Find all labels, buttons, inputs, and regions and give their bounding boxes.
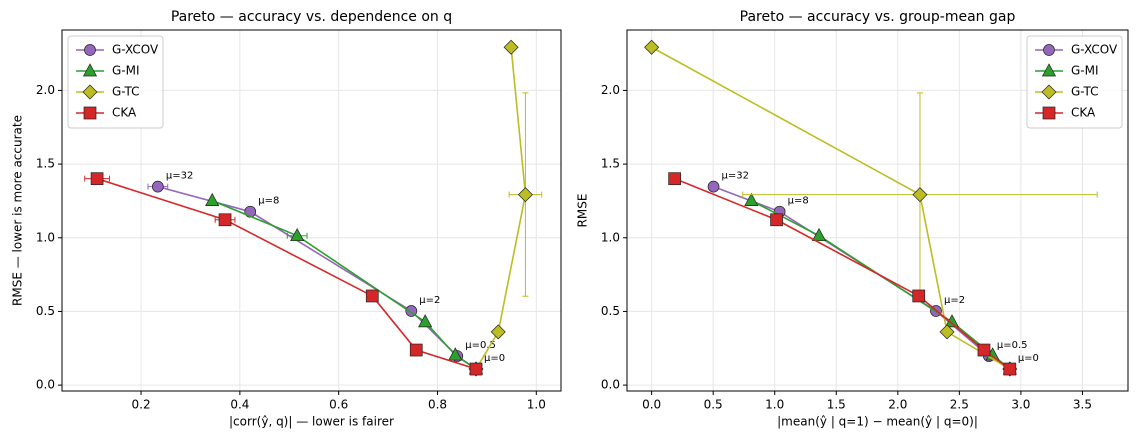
legend-label: G-MI <box>1071 64 1099 78</box>
marker <box>503 39 519 55</box>
series-line <box>96 177 477 370</box>
y-tick-label: 0.0 <box>36 378 55 392</box>
marker <box>912 187 928 203</box>
marker <box>668 172 681 186</box>
point-label: μ=0.5 <box>997 340 1028 351</box>
marker <box>517 187 533 203</box>
chart-title: Pareto — accuracy vs. dependence on q <box>171 9 452 25</box>
y-axis-label: RMSE <box>576 194 590 228</box>
x-axis-label: |mean(ŷ | q=1) − mean(ŷ | q=0)| <box>777 415 978 429</box>
marker <box>418 314 433 328</box>
marker <box>151 180 164 193</box>
series-line <box>475 47 527 370</box>
point-label: μ=8 <box>258 196 279 207</box>
y-axis-label: RMSE — lower is more accurate <box>11 115 25 306</box>
point-label: μ=0 <box>484 353 505 364</box>
series-line <box>651 46 1011 370</box>
x-tick-label: 0.4 <box>230 398 249 412</box>
y-tick-label: 1.5 <box>601 157 620 171</box>
y-tick-label: 0.5 <box>36 304 55 318</box>
marker <box>365 289 379 303</box>
marker <box>770 213 783 227</box>
marker <box>644 39 660 55</box>
legend-label: G-XCOV <box>1071 43 1118 57</box>
x-tick-label: 2.0 <box>888 398 907 412</box>
y-tick-label: 2.0 <box>601 83 620 97</box>
x-tick-label: 1.5 <box>827 398 846 412</box>
legend-label: G-XCOV <box>112 43 159 57</box>
x-axis-label: |corr(ŷ, q)| — lower is fairer <box>229 415 394 429</box>
point-label: μ=8 <box>788 196 809 207</box>
marker <box>977 343 991 357</box>
marker <box>939 324 955 340</box>
y-tick-label: 1.0 <box>601 230 620 244</box>
legend-marker <box>1041 63 1057 77</box>
legend-marker <box>1042 106 1056 120</box>
marker <box>912 289 926 303</box>
y-tick-label: 1.5 <box>36 157 55 171</box>
plot-frame <box>61 29 562 392</box>
y-tick-label: 2.0 <box>36 83 55 97</box>
x-tick-label: 3.0 <box>1011 398 1030 412</box>
legend-marker <box>1041 84 1057 100</box>
marker <box>744 192 759 206</box>
legend-box <box>67 35 164 129</box>
x-tick-label: 0.6 <box>329 398 348 412</box>
marker <box>469 362 483 376</box>
marker <box>409 343 423 357</box>
x-tick-label: 2.5 <box>950 398 969 412</box>
marker <box>218 213 232 227</box>
legend-marker <box>84 44 96 56</box>
legend-marker <box>82 84 98 100</box>
marker <box>1003 362 1017 376</box>
point-label: μ=0 <box>1018 353 1039 364</box>
series-line <box>713 185 1011 370</box>
marker <box>448 347 463 361</box>
marker <box>811 227 827 242</box>
legend-label: CKA <box>1071 106 1096 120</box>
legend-marker <box>82 63 98 77</box>
y-tick-label: 0.5 <box>601 304 620 318</box>
x-tick-label: 3.5 <box>1073 398 1092 412</box>
y-tick-label: 0.0 <box>601 378 620 392</box>
chart-title: Pareto — accuracy vs. group-mean gap <box>740 9 1016 25</box>
series-line <box>750 199 1011 370</box>
legend-label: CKA <box>112 106 137 120</box>
point-label: μ=32 <box>166 171 193 182</box>
legend-label: G-TC <box>1071 85 1099 99</box>
point-label: μ=0.5 <box>465 340 496 351</box>
legend-label: G-TC <box>112 85 140 99</box>
x-tick-label: 1.0 <box>527 398 546 412</box>
point-label: μ=2 <box>419 295 440 306</box>
y-tick-label: 1.0 <box>36 230 55 244</box>
x-tick-label: 0.2 <box>132 398 151 412</box>
x-tick-label: 0.8 <box>428 398 447 412</box>
series-line <box>211 199 477 370</box>
legend-box <box>1026 35 1123 129</box>
legend-marker <box>1043 44 1055 56</box>
marker <box>490 324 506 340</box>
marker <box>707 180 720 193</box>
marker <box>290 227 305 242</box>
x-tick-label: 1.0 <box>765 398 784 412</box>
legend-marker <box>83 106 97 120</box>
plot-frame <box>626 29 1129 392</box>
point-label: μ=32 <box>722 171 749 182</box>
x-tick-label: 0.5 <box>704 398 723 412</box>
point-label: μ=2 <box>944 295 965 306</box>
legend-label: G-MI <box>112 64 140 78</box>
x-tick-label: 0.0 <box>642 398 661 412</box>
marker <box>205 192 220 206</box>
marker <box>90 172 104 186</box>
